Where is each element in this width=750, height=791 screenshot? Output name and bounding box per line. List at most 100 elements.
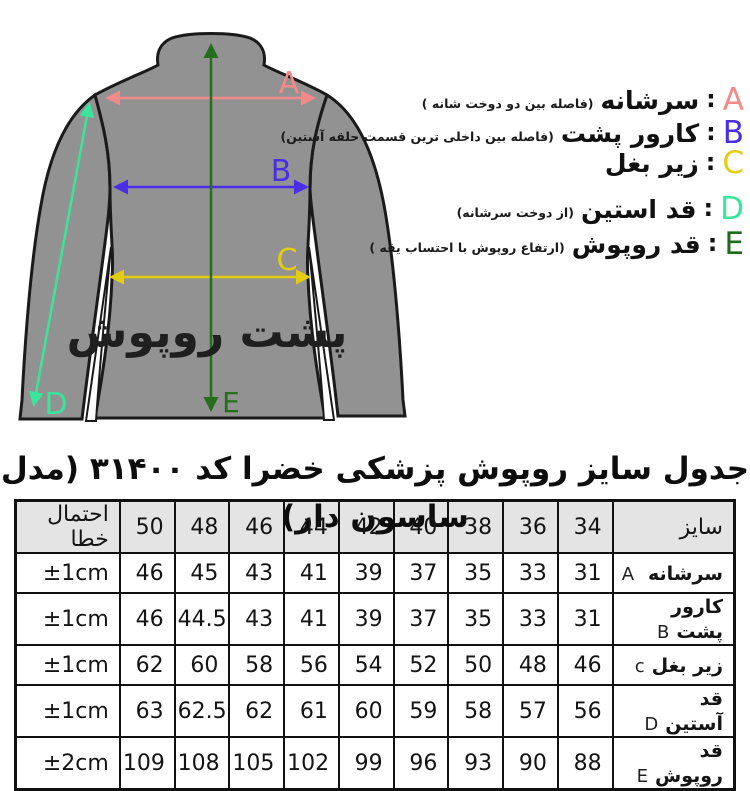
right-side-slit xyxy=(308,246,336,421)
value-cell: 62 xyxy=(118,644,176,686)
legend-item-d: D : قد استین (از دوخت سرشانه) xyxy=(457,194,744,225)
value-cell: 46 xyxy=(556,644,614,686)
size-header-48: 48 xyxy=(173,499,231,554)
legend-letter-b: B xyxy=(722,115,744,151)
row-label-letter: D xyxy=(644,714,659,735)
value-cell: 109 xyxy=(118,736,176,791)
value-cell: 56 xyxy=(283,644,340,686)
value-cell: 31 xyxy=(556,552,614,594)
value-cell: 57 xyxy=(502,684,559,738)
value-cell: 59 xyxy=(392,684,450,738)
legend-item-c: C : زیر بغل xyxy=(605,148,744,179)
value-cell: 60 xyxy=(173,644,231,686)
value-cell: 46 xyxy=(118,552,176,594)
value-cell: 61 xyxy=(283,684,340,738)
legend-name-b: کارور پشت xyxy=(560,118,700,148)
value-cell: 45 xyxy=(173,552,231,594)
value-cell: 90 xyxy=(502,736,559,791)
error-cell: ±1cm xyxy=(14,644,121,686)
value-cell: 37 xyxy=(392,592,450,646)
arrow-d-sleeve-length xyxy=(28,102,95,407)
size-header-40: 40 xyxy=(392,499,450,554)
error-cell: ±1cm xyxy=(14,552,121,594)
value-cell: 63 xyxy=(118,684,176,738)
legend-letter-a: A xyxy=(722,82,744,118)
row-label-cell: سرشانه A xyxy=(611,552,736,594)
legend-name-e: قد روپوش xyxy=(571,229,701,259)
legend-note-e: (ارتفاع روپوش با احتساب یقه ) xyxy=(369,240,565,255)
value-cell: 60 xyxy=(337,684,395,738)
row-label-cell: قد آستین D xyxy=(611,684,736,738)
row-label-letter: B xyxy=(657,622,670,643)
value-cell: 54 xyxy=(337,644,395,686)
size-chart-title: جدول سایز روپوش پزشکی خضرا کد ۳۱۴۰۰ (مدل… xyxy=(0,451,750,535)
legend-item-a: A : سرشانه (فاصله بین دو دوخت شانه ) xyxy=(422,85,744,116)
value-cell: 96 xyxy=(392,736,450,791)
value-cell: 33 xyxy=(502,552,559,594)
legend-colon: : xyxy=(703,193,714,222)
value-cell: 105 xyxy=(228,736,286,791)
row-label-name: قد روپوش xyxy=(654,740,723,787)
legend-letter-e: E xyxy=(724,226,744,262)
value-cell: 35 xyxy=(447,552,505,594)
row-label-name: سرشانه xyxy=(648,562,723,585)
value-cell: 62.5 xyxy=(173,684,231,738)
value-cell: 41 xyxy=(283,592,340,646)
error-cell: ±2cm xyxy=(14,736,121,791)
arrow-c-label: C xyxy=(277,243,298,278)
error-cell: ±1cm xyxy=(14,684,121,738)
legend-letter-d: D xyxy=(720,191,744,227)
arrow-a-label: A xyxy=(279,66,300,101)
size-header-50: 50 xyxy=(118,499,176,554)
value-cell: 43 xyxy=(228,592,286,646)
value-cell: 37 xyxy=(392,552,450,594)
value-cell: 41 xyxy=(283,552,340,594)
legend-item-b: B : کارور پشت (فاصله بین داخلی ترین قسمت… xyxy=(281,118,744,149)
size-table: احتمال خطا 50 48 46 44 42 40 38 36 34 سا… xyxy=(14,499,736,791)
value-cell: 39 xyxy=(337,552,395,594)
value-cell: 33 xyxy=(502,592,559,646)
value-cell: 93 xyxy=(447,736,505,791)
value-cell: 46 xyxy=(118,592,176,646)
value-cell: 52 xyxy=(392,644,450,686)
legend-colon: : xyxy=(706,117,716,146)
error-cell: ±1cm xyxy=(14,592,121,646)
value-cell: 31 xyxy=(556,592,614,646)
legend-note-d: (از دوخت سرشانه) xyxy=(456,205,574,220)
value-cell: 35 xyxy=(447,592,505,646)
table-row-back-width: ±1cm 46 44.5 43 41 39 37 35 33 31 کارور … xyxy=(14,592,736,646)
value-cell: 108 xyxy=(173,736,231,791)
legend-item-e: E : قد روپوش (ارتفاع روپوش با احتساب یقه… xyxy=(369,229,744,260)
coat-back-label: پشت روپوش xyxy=(67,307,348,358)
legend-letter-c: C xyxy=(722,145,744,181)
value-cell: 44.5 xyxy=(173,592,231,646)
legend-note-a: (فاصله بین دو دوخت شانه ) xyxy=(421,96,594,111)
row-label-name: قد آستین xyxy=(665,688,723,735)
row-label-letter: c xyxy=(634,655,645,677)
arrow-b-label: B xyxy=(271,154,292,189)
value-cell: 58 xyxy=(447,684,505,738)
row-label-letter: A xyxy=(621,563,635,585)
row-label-cell: زیر بغل c xyxy=(611,644,736,686)
arrow-e-label: E xyxy=(222,386,240,419)
value-cell: 88 xyxy=(556,736,614,791)
legend-name-a: سرشانه xyxy=(600,85,700,115)
value-cell: 56 xyxy=(556,684,614,738)
table-row-sleeve-length: ±1cm 63 62.5 62 61 60 59 58 57 56 قد آست… xyxy=(14,684,736,738)
value-cell: 48 xyxy=(502,644,559,686)
size-header-36: 36 xyxy=(502,499,559,554)
size-header-34: 34 xyxy=(556,499,614,554)
table-row-shoulder: ±1cm 46 45 43 41 39 37 35 33 31 سرشانه A xyxy=(14,552,736,594)
value-cell: 43 xyxy=(228,552,286,594)
row-label-name: زیر بغل xyxy=(651,654,723,677)
table-row-underarm: ±1cm 62 60 58 56 54 52 50 48 46 زیر بغل … xyxy=(14,644,736,686)
value-cell: 39 xyxy=(337,592,395,646)
legend-colon: : xyxy=(707,228,718,257)
size-header-38: 38 xyxy=(447,499,505,554)
value-cell: 50 xyxy=(447,644,505,686)
value-cell: 102 xyxy=(283,736,340,791)
measurement-legend: A : سرشانه (فاصله بین دو دوخت شانه ) B :… xyxy=(281,0,744,300)
legend-colon: : xyxy=(705,147,716,176)
error-header-cell: احتمال خطا xyxy=(14,499,121,554)
